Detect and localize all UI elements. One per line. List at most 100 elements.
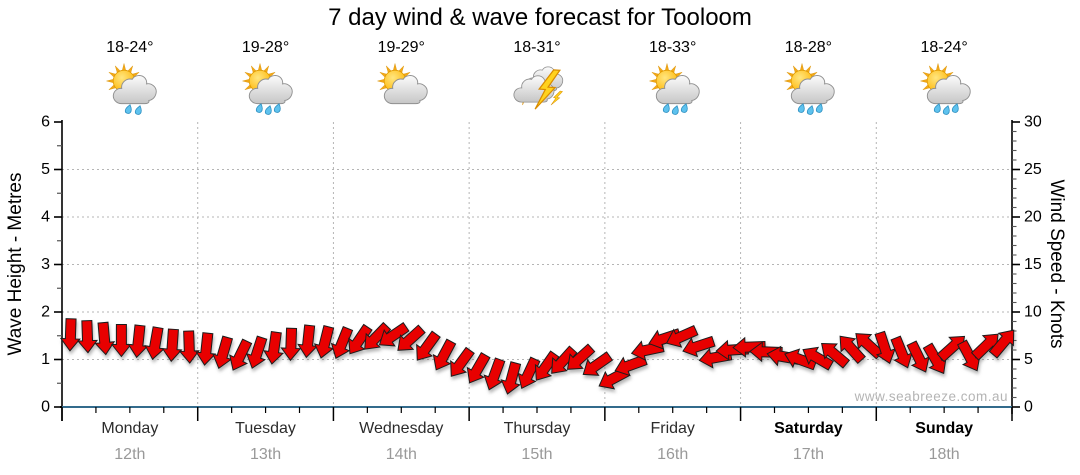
day-name-label: Monday — [101, 420, 159, 437]
wind-arrow — [988, 329, 1015, 359]
raindrop — [671, 105, 679, 115]
right-tick-label: 15 — [1024, 256, 1042, 273]
wind-arrow — [517, 356, 541, 390]
wind-arrow — [397, 324, 426, 351]
wind-arrow — [466, 351, 491, 384]
day-temp-range: 19-28° — [241, 39, 290, 56]
raindrop — [273, 103, 281, 113]
wind-arrow — [566, 343, 596, 370]
weather-icon-sun-cloud-rain-3 — [649, 63, 700, 115]
left-tick-label: 5 — [41, 161, 50, 178]
wind-arrow — [229, 338, 253, 371]
left-tick-label: 2 — [41, 304, 50, 321]
wind-arrow — [665, 324, 699, 348]
wind-arrow — [263, 330, 285, 365]
right-tick-label: 10 — [1024, 304, 1042, 321]
cloud — [791, 75, 836, 105]
right-tick-label: 30 — [1024, 114, 1042, 131]
day-name-label: Friday — [650, 420, 695, 437]
raindrop — [124, 104, 132, 114]
day-name-label: Tuesday — [235, 420, 296, 437]
wind-arrow — [839, 335, 866, 365]
weather-icon-sun-cloud-rain-2 — [106, 63, 157, 115]
wind-arrow — [802, 346, 834, 371]
right-tick-label: 20 — [1024, 209, 1042, 226]
day-icon-box — [238, 62, 294, 116]
raindrop — [255, 103, 263, 113]
day-name-label: Sunday — [915, 420, 974, 437]
wind-arrow — [76, 320, 99, 354]
day-icon-box — [102, 62, 158, 116]
lightning-bolt — [550, 90, 563, 106]
left-tick-label: 6 — [41, 114, 50, 131]
day-temp-range: 18-24° — [920, 39, 968, 56]
day-name-label: Saturday — [774, 420, 843, 437]
wind-arrow — [94, 321, 116, 356]
wind-arrow — [348, 323, 373, 355]
wind-arrow — [280, 327, 302, 362]
day-date-label: 16th — [657, 446, 689, 463]
day-date-label: 14th — [385, 446, 417, 463]
raindrop — [264, 105, 272, 115]
wind-arrow — [297, 324, 319, 359]
left-tick-label: 3 — [41, 256, 50, 273]
raindrop — [680, 103, 688, 113]
raindrop — [934, 103, 941, 113]
lightning-bolt — [534, 69, 561, 110]
cloud — [926, 75, 971, 105]
day-name-label: Thursday — [503, 420, 571, 437]
wind-arrow — [821, 342, 851, 369]
left-tick-label: 1 — [41, 351, 50, 368]
cloud — [112, 75, 157, 105]
cloud — [248, 75, 293, 105]
day-temp-range: 18-28° — [784, 39, 833, 56]
day-icon-box — [916, 62, 972, 116]
day-temp-range: 19-29° — [377, 39, 425, 56]
wind-arrow — [551, 345, 578, 374]
page-title: 7 day wind & wave forecast for Tooloom — [328, 4, 752, 31]
wind-arrow — [582, 351, 614, 376]
day-temp-range: 18-33° — [649, 39, 697, 56]
right-tick-label: 5 — [1024, 351, 1033, 368]
watermark-text: www.seabreeze.com.au — [854, 389, 1008, 404]
day-name-label: Wednesday — [359, 420, 444, 437]
raindrop — [798, 103, 806, 113]
weather-icon-storm — [513, 66, 564, 110]
left-tick-label: 0 — [41, 399, 50, 416]
wind-arrow — [500, 361, 522, 395]
wind-arrow — [127, 324, 149, 359]
wind-arrow — [161, 328, 183, 363]
right-tick-label: 0 — [1024, 399, 1033, 416]
raindrop — [952, 103, 959, 113]
wind-arrow — [432, 338, 457, 371]
left-tick-label: 4 — [41, 209, 50, 226]
day-icon-box — [373, 62, 429, 116]
day-temp-range: 18-24° — [106, 39, 154, 56]
wind-arrow-series — [59, 318, 1015, 395]
wind-arrow — [450, 346, 475, 377]
wind-arrow — [682, 335, 716, 358]
weather-icon-sun-cloud-rain-3 — [784, 63, 836, 115]
day-date-label: 15th — [521, 446, 553, 463]
wind-arrow — [144, 326, 166, 360]
wind-arrow — [483, 357, 506, 391]
cloud — [655, 75, 700, 105]
wind-arrow — [246, 335, 268, 369]
day-temp-range: 18-31° — [513, 39, 561, 56]
raindrop — [816, 103, 824, 113]
weather-icon-sun-cloud-rain-3 — [920, 63, 971, 115]
raindrop — [662, 103, 670, 113]
weather-icon-sun-cloud-rain-3 — [242, 63, 293, 115]
weather-icon-sun-cloud — [377, 63, 428, 105]
day-icon-box — [780, 62, 836, 116]
raindrop — [807, 105, 815, 115]
day-date-label: 17th — [792, 446, 824, 463]
day-date-label: 12th — [114, 446, 146, 463]
day-icon-box — [509, 62, 565, 116]
wind-arrow — [110, 324, 132, 358]
wind-arrow — [195, 332, 217, 366]
wind-arrow — [378, 322, 410, 347]
right-tick-label: 25 — [1024, 161, 1042, 178]
